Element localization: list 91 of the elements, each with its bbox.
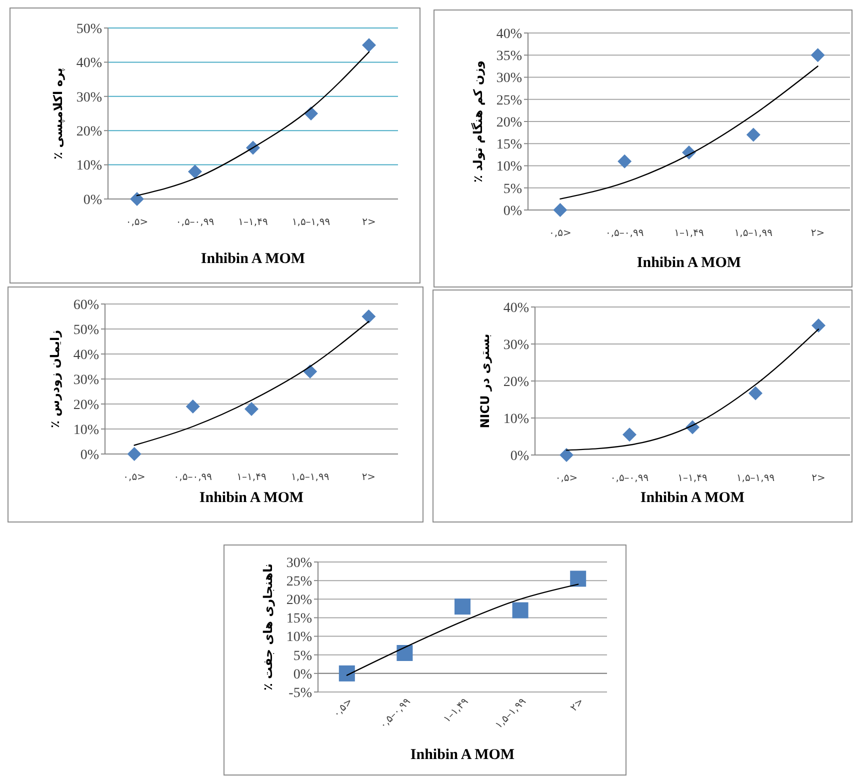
point bbox=[553, 203, 568, 217]
x-tick-label: ۲> bbox=[810, 228, 825, 239]
line-series bbox=[560, 66, 818, 200]
y-tick-label: 40% bbox=[73, 348, 100, 363]
x-tick-label: ۱,۵–۱,۹۹ bbox=[494, 696, 528, 732]
x-tick-label: ۲> bbox=[812, 473, 826, 484]
x-tick-label: ۰,۵–۰,۹۹ bbox=[378, 696, 413, 732]
y-axis-title: وزن کم هنگام تولد ٪ bbox=[471, 60, 485, 182]
x-tick-label: ۰,۵–۰,۹۹ bbox=[610, 473, 649, 484]
point bbox=[188, 164, 202, 179]
y-tick-label: 40% bbox=[76, 56, 102, 72]
y-tick-label: 40% bbox=[496, 26, 522, 42]
point bbox=[127, 447, 142, 461]
x-tick-label: ۱–۱,۴۹ bbox=[442, 696, 471, 726]
x-tick-label: ۰,۵–۰,۹۹ bbox=[176, 217, 214, 228]
point bbox=[618, 154, 632, 168]
y-tick-label: 30% bbox=[503, 338, 530, 353]
x-tick-label: ۱–۱,۴۹ bbox=[674, 228, 704, 239]
y-tick-label: 20% bbox=[496, 115, 522, 130]
point bbox=[454, 598, 470, 615]
y-tick-label: 20% bbox=[73, 398, 100, 413]
x-tick-label: ۰,۵> bbox=[123, 472, 146, 483]
y-tick-label: 30% bbox=[76, 90, 102, 106]
x-tick-label: ۲> bbox=[568, 696, 586, 714]
x-tick-label: ۱–۱,۴۹ bbox=[238, 217, 268, 228]
point bbox=[812, 318, 826, 332]
y-tick-label: 30% bbox=[73, 372, 100, 388]
point bbox=[244, 402, 258, 416]
y-tick-label: 15% bbox=[496, 138, 522, 153]
y-tick-label: 0% bbox=[503, 204, 522, 219]
x-tick-label: ۱–۱,۴۹ bbox=[678, 473, 708, 484]
y-axis-title: پره اکلامپسی ٪ bbox=[51, 68, 65, 160]
x-tick-label: ۱,۵–۱,۹۹ bbox=[292, 217, 330, 228]
point bbox=[746, 128, 760, 142]
point bbox=[810, 48, 825, 62]
x-axis-title: Inhibin A MOM bbox=[199, 490, 304, 506]
y-tick-label: 20% bbox=[76, 124, 102, 140]
x-tick-label: ۲> bbox=[362, 472, 376, 483]
y-tick-label: 0% bbox=[293, 667, 312, 682]
y-tick-label: 15% bbox=[286, 612, 312, 627]
x-tick-label: ۰,۵–۰,۹۹ bbox=[174, 472, 212, 483]
y-tick-label: 30% bbox=[286, 556, 312, 571]
x-axis-title: Inhibin A MOM bbox=[636, 255, 742, 271]
x-tick-label: ۰,۵> bbox=[331, 696, 356, 720]
y-tick-label: 20% bbox=[286, 593, 312, 608]
x-tick-label: ۰,۵> bbox=[555, 473, 578, 484]
point bbox=[396, 645, 413, 661]
y-axis-title: ناهنجاری های جفت ٪ bbox=[261, 564, 275, 690]
x-tick-label: ۱,۵–۱,۹۹ bbox=[734, 228, 773, 239]
x-tick-label: ۰,۵> bbox=[549, 228, 572, 239]
point bbox=[560, 448, 574, 462]
point bbox=[362, 310, 376, 324]
y-tick-label: 35% bbox=[496, 49, 522, 64]
y-tick-label: 25% bbox=[286, 574, 312, 590]
x-tick-label: ۱,۵–۱,۹۹ bbox=[736, 473, 775, 484]
y-tick-label: 10% bbox=[496, 160, 522, 175]
y-tick-label: 10% bbox=[76, 158, 102, 174]
y-tick-label: 0% bbox=[510, 448, 530, 464]
x-tick-label: ۰,۵–۰,۹۹ bbox=[605, 228, 644, 239]
y-tick-label: 0% bbox=[80, 448, 100, 463]
point bbox=[186, 400, 200, 414]
y-tick-label: 50% bbox=[73, 322, 100, 338]
x-tick-label: ۲> bbox=[362, 217, 376, 228]
point bbox=[130, 192, 144, 206]
y-tick-label: 25% bbox=[496, 93, 522, 108]
x-tick-label: ۱–۱,۴۹ bbox=[236, 472, 266, 483]
y-tick-label: 0% bbox=[83, 192, 102, 208]
point bbox=[362, 38, 376, 52]
y-tick-label: 50% bbox=[76, 22, 102, 37]
x-axis-title: Inhibin A MOM bbox=[200, 251, 306, 267]
x-axis-title: Inhibin A MOM bbox=[410, 747, 515, 763]
y-tick-label: 20% bbox=[503, 374, 530, 390]
y-tick-label: 60% bbox=[73, 298, 100, 313]
y-tick-label: 10% bbox=[286, 630, 312, 646]
x-tick-label: ۰,۵> bbox=[126, 217, 148, 228]
point bbox=[748, 386, 762, 400]
point bbox=[570, 570, 586, 587]
x-tick-label: ۱,۵–۱,۹۹ bbox=[290, 472, 330, 483]
y-tick-label: 30% bbox=[496, 71, 522, 86]
y-tick-label: 10% bbox=[503, 412, 530, 427]
y-tick-label: 10% bbox=[73, 422, 100, 438]
y-axis-title: بستری در NICU bbox=[478, 334, 492, 428]
y-axis-title: زایمان زودرس ٪ bbox=[48, 330, 62, 428]
y-tick-label: -5% bbox=[288, 686, 312, 701]
y-tick-label: 5% bbox=[503, 182, 522, 197]
x-axis-title: Inhibin A MOM bbox=[640, 490, 745, 506]
y-tick-label: 40% bbox=[503, 300, 530, 316]
point bbox=[338, 665, 355, 682]
point bbox=[512, 602, 528, 618]
point bbox=[622, 428, 636, 442]
y-tick-label: 5% bbox=[293, 648, 312, 664]
